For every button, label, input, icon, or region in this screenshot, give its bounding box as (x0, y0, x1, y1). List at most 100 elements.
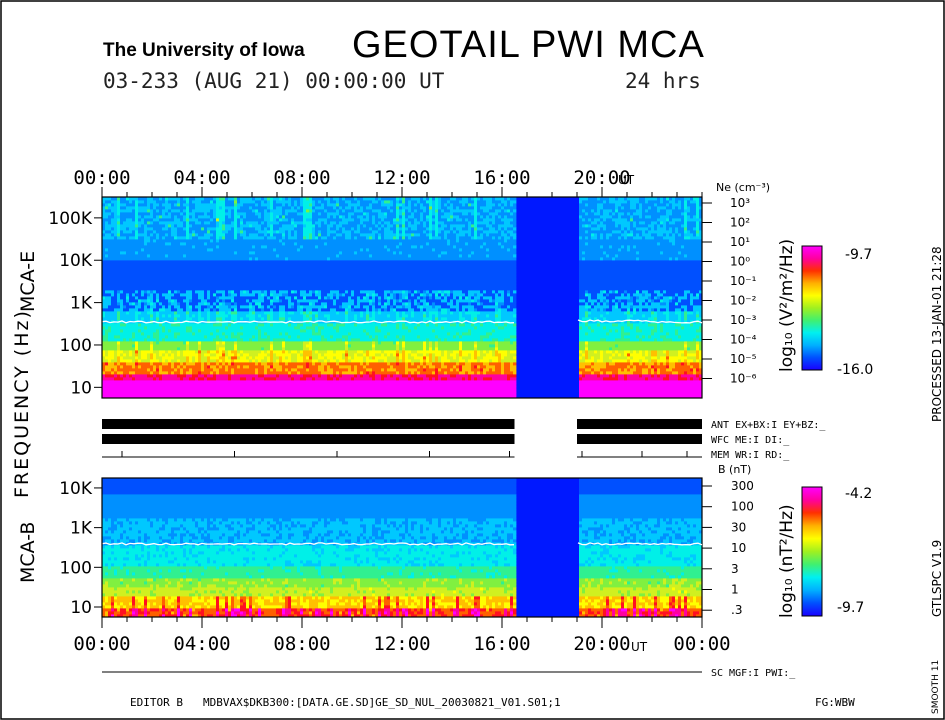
heatmap-cell (102, 224, 106, 228)
heatmap-cell (207, 305, 211, 309)
heatmap-cell (321, 287, 325, 291)
heatmap-cell (189, 263, 193, 267)
heatmap-cell (189, 221, 193, 225)
heatmap-cell (216, 305, 220, 309)
heatmap-cell (324, 395, 328, 399)
heatmap-cell (234, 263, 238, 267)
heatmap-cell (102, 395, 106, 399)
heatmap-cell (111, 377, 115, 381)
heatmap-cell (252, 236, 256, 240)
heatmap-cell (147, 377, 151, 381)
heatmap-cell (114, 356, 118, 360)
heatmap-cell (243, 275, 247, 279)
heatmap-cell (111, 224, 115, 228)
heatmap-cell (165, 278, 169, 282)
heatmap-cell (138, 275, 142, 279)
heatmap-cell (216, 293, 220, 297)
heatmap-cell (159, 212, 163, 216)
heatmap-cell (222, 311, 226, 315)
heatmap-cell (207, 299, 211, 303)
heatmap-cell (186, 350, 190, 354)
heatmap-cell (258, 305, 262, 309)
heatmap-cell (315, 338, 319, 342)
heatmap-cell (141, 389, 145, 393)
heatmap-cell (171, 278, 175, 282)
heatmap-cell (156, 317, 160, 321)
heatmap-cell (114, 212, 118, 216)
heatmap-cell (165, 224, 169, 228)
heatmap-cell (126, 380, 130, 384)
heatmap-cell (165, 314, 169, 318)
heatmap-cell (246, 380, 250, 384)
heatmap-cell (144, 317, 148, 321)
heatmap-cell (150, 308, 154, 312)
heatmap-cell (303, 236, 307, 240)
heatmap-cell (264, 257, 268, 261)
heatmap-cell (300, 296, 304, 300)
heatmap-cell (258, 197, 262, 201)
heatmap-cell (174, 383, 178, 387)
heatmap-cell (159, 251, 163, 255)
heatmap-cell (237, 269, 241, 273)
heatmap-cell (300, 365, 304, 369)
heatmap-cell (135, 254, 139, 258)
heatmap-cell (114, 371, 118, 375)
heatmap-cell (300, 338, 304, 342)
heatmap-cell (228, 257, 232, 261)
heatmap-cell (258, 335, 262, 339)
heatmap-cell (270, 365, 274, 369)
heatmap-cell (315, 200, 319, 204)
heatmap-cell (291, 317, 295, 321)
heatmap-cell (108, 299, 112, 303)
heatmap-cell (246, 251, 250, 255)
heatmap-cell (174, 323, 178, 327)
heatmap-cell (150, 260, 154, 264)
heatmap-cell (237, 233, 241, 237)
heatmap-cell (162, 302, 166, 306)
heatmap-cell (189, 374, 193, 378)
heatmap-cell (243, 386, 247, 390)
heatmap-cell (174, 353, 178, 357)
heatmap-cell (147, 305, 151, 309)
heatmap-cell (153, 383, 157, 387)
heatmap-cell (153, 278, 157, 282)
heatmap-cell (264, 242, 268, 246)
heatmap-cell (159, 305, 163, 309)
heatmap-cell (321, 215, 325, 219)
heatmap-cell (315, 230, 319, 234)
heatmap-cell (210, 239, 214, 243)
heatmap-cell (258, 389, 262, 393)
heatmap-cell (294, 386, 298, 390)
heatmap-cell (306, 296, 310, 300)
heatmap-cell (300, 299, 304, 303)
heatmap-cell (186, 263, 190, 267)
heatmap-cell (177, 389, 181, 393)
heatmap-cell (120, 311, 124, 315)
heatmap-cell (210, 218, 214, 222)
heatmap-cell (204, 239, 208, 243)
heatmap-cell (156, 377, 160, 381)
heatmap-cell (165, 299, 169, 303)
heatmap-cell (279, 374, 283, 378)
heatmap-cell (261, 326, 265, 330)
heatmap-cell (246, 242, 250, 246)
heatmap-cell (156, 305, 160, 309)
heatmap-cell (273, 386, 277, 390)
heatmap-cell (168, 251, 172, 255)
heatmap-cell (264, 218, 268, 222)
heatmap-cell (264, 275, 268, 279)
heatmap-cell (135, 296, 139, 300)
heatmap-cell (321, 386, 325, 390)
heatmap-cell (117, 389, 121, 393)
heatmap-cell (261, 257, 265, 261)
heatmap-cell (201, 323, 205, 327)
heatmap-cell (312, 296, 316, 300)
heatmap-cell (174, 272, 178, 276)
heatmap-cell (279, 269, 283, 273)
heatmap-cell (120, 344, 124, 348)
mca-e-panel: 00:00 04:00 08:00 12:00 16:00 20:00UT101001K1… (48, 167, 757, 399)
heatmap-cell (162, 323, 166, 327)
heatmap-cell (207, 272, 211, 276)
heatmap-cell (270, 323, 274, 327)
heatmap-cell (300, 377, 304, 381)
